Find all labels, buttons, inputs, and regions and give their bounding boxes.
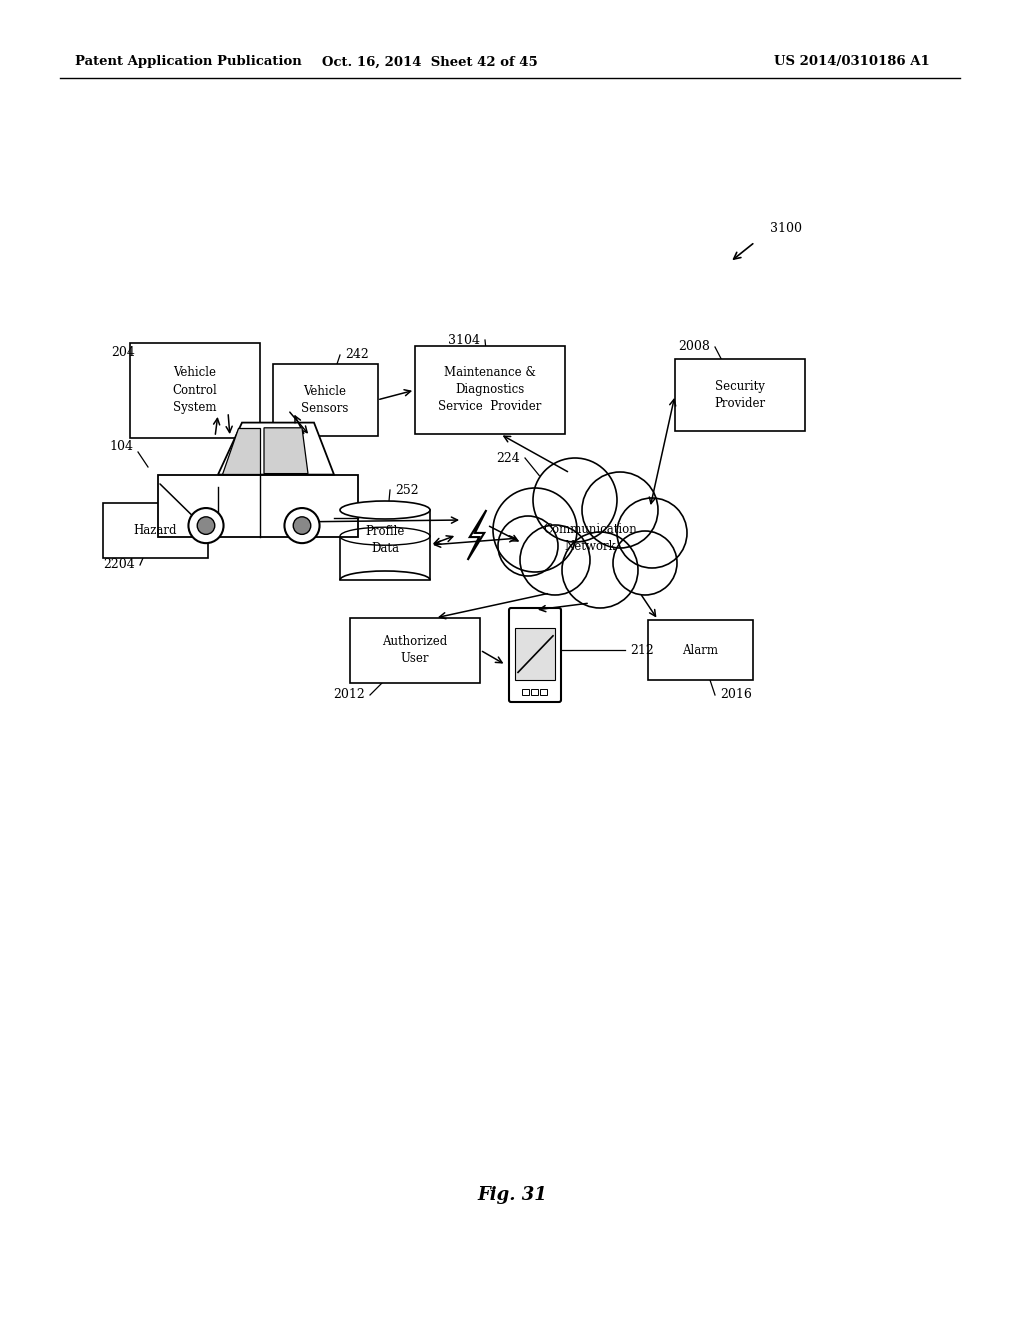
Polygon shape [218,422,334,475]
Text: Profile
Data: Profile Data [366,525,404,554]
Bar [522,689,529,694]
Bar [540,689,547,694]
Text: 104: 104 [109,441,133,454]
Circle shape [285,508,319,543]
Circle shape [498,516,558,576]
Text: 2204: 2204 [103,558,135,572]
Bar [340,510,430,579]
Text: 252: 252 [395,483,419,496]
Polygon shape [468,510,486,560]
Text: US 2014/0310186 A1: US 2014/0310186 A1 [774,55,930,69]
Text: 204: 204 [112,346,135,359]
Circle shape [198,517,215,535]
Text: Authorized
User: Authorized User [382,635,447,665]
FancyBboxPatch shape [647,620,753,680]
Text: Vehicle
Control
System: Vehicle Control System [173,367,217,413]
Circle shape [188,508,223,543]
Text: Security
Provider: Security Provider [715,380,766,411]
Text: 3104: 3104 [449,334,480,346]
Text: Alarm: Alarm [682,644,718,656]
Text: 242: 242 [345,348,369,362]
Circle shape [520,525,590,595]
FancyBboxPatch shape [515,628,555,680]
Text: 224: 224 [497,451,520,465]
Text: Oct. 16, 2014  Sheet 42 of 45: Oct. 16, 2014 Sheet 42 of 45 [323,55,538,69]
Text: Patent Application Publication: Patent Application Publication [75,55,302,69]
Text: 212: 212 [630,644,653,656]
FancyBboxPatch shape [415,346,565,434]
Circle shape [582,473,658,548]
Circle shape [534,458,617,543]
Text: 3100: 3100 [770,222,802,235]
Bar [531,689,538,694]
FancyBboxPatch shape [130,342,260,437]
Ellipse shape [340,502,430,519]
Text: Maintenance &
Diagnostics
Service  Provider: Maintenance & Diagnostics Service Provid… [438,367,542,413]
Bar [158,475,358,537]
Text: 2016: 2016 [720,689,752,701]
Polygon shape [222,428,260,474]
Circle shape [617,498,687,568]
Circle shape [493,488,577,572]
FancyBboxPatch shape [350,618,480,682]
Circle shape [562,532,638,609]
Polygon shape [264,428,308,474]
FancyBboxPatch shape [675,359,805,432]
Text: Communication
Network: Communication Network [543,523,637,553]
Text: 2012: 2012 [333,689,365,701]
Text: 2008: 2008 [678,341,710,354]
Circle shape [293,517,310,535]
Circle shape [613,531,677,595]
Text: Fig. 31: Fig. 31 [477,1185,547,1204]
FancyBboxPatch shape [102,503,208,557]
Text: Vehicle
Sensors: Vehicle Sensors [301,385,349,414]
FancyBboxPatch shape [509,609,561,702]
Text: Hazard: Hazard [133,524,177,536]
FancyBboxPatch shape [272,364,378,436]
